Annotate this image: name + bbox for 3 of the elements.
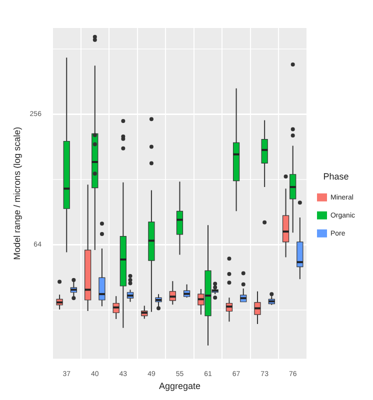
legend-title: Phase xyxy=(323,172,349,182)
y-axis-title: Model range / microns (log scale) xyxy=(12,126,22,260)
x-axis-title: Aggregate xyxy=(158,381,201,392)
